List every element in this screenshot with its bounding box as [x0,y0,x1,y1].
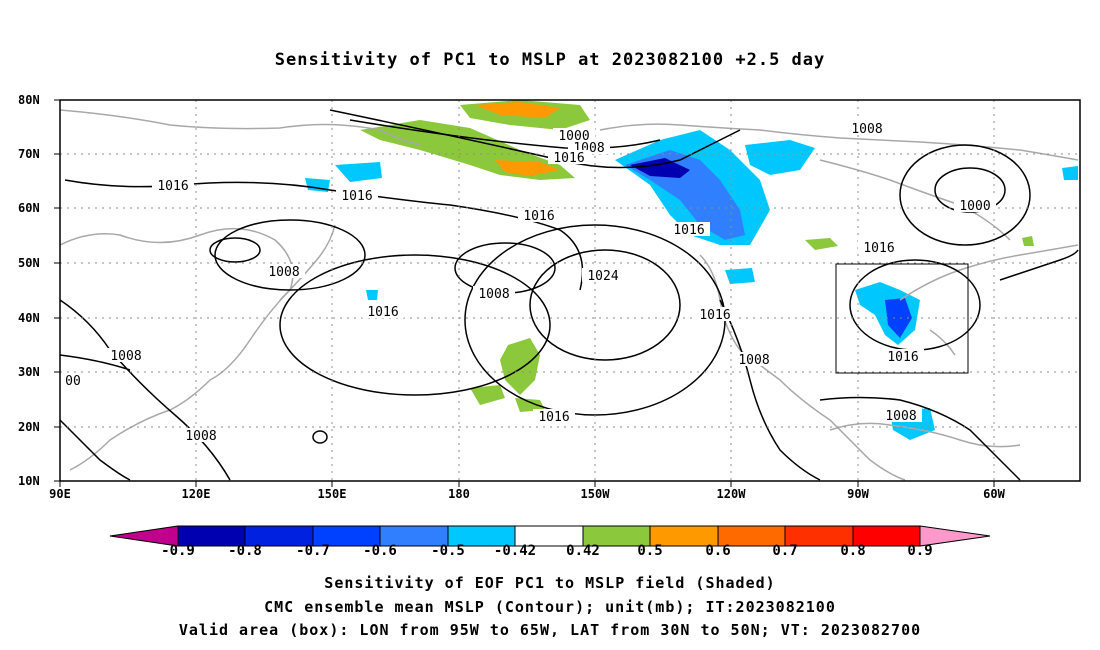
lon-label: 120E [181,487,211,501]
colorbar-label: 0.42 [566,543,600,559]
colorbar-label: 0.8 [840,543,866,559]
lat-label: 20N [18,420,40,434]
contour-label: 1016 [699,308,730,323]
lon-label: 120W [716,487,746,501]
contour-label: 1016 [367,305,398,320]
lon-label: 150W [580,487,610,501]
contour-label: 1008 [885,409,916,424]
negative-strong-alaska [630,158,690,178]
colorbar-label: -0.6 [363,543,397,559]
contour-label: 1008 [478,287,509,302]
contour-label: 1008 [110,349,141,364]
positive-region-pacific-3 [515,398,545,412]
positive-core-arctic-2 [495,160,560,176]
contour-label: 1016 [341,189,372,204]
negative-core-box [885,298,912,338]
sensitivity-shading [305,100,1078,440]
lon-label: 90W [847,487,869,501]
contour-label: 1016 [553,151,584,166]
map-title: Sensitivity of PC1 to MSLP at 2023082100… [274,50,826,70]
contour-label: 00 [65,374,81,389]
positive-region-pacific-2 [470,385,505,405]
colorbar-label: -0.7 [296,543,330,559]
lon-label: 60W [983,487,1005,501]
caption-valid-area: Valid area (box): LON from 95W to 65W, L… [178,621,922,639]
negative-small-2 [366,290,378,300]
positive-core-arctic [475,102,560,118]
negative-small-3 [1062,166,1078,180]
lon-label: 180 [448,487,470,501]
lon-label: 150E [317,487,347,501]
contour-label: 1016 [673,223,704,238]
axis-ticks [54,99,995,487]
lat-label: 10N [18,474,40,488]
colorbar-label: 0.9 [907,543,933,559]
positive-region-pacific [500,338,540,395]
colorbar-label: -0.5 [431,543,465,559]
contour-label: 1016 [538,410,569,425]
colorbar-label: -0.9 [161,543,195,559]
caption-contour: CMC ensemble mean MSLP (Contour); unit(m… [264,598,836,616]
negative-region-asia [335,162,382,182]
contour-label: 1016 [863,241,894,256]
colorbar [109,525,991,547]
contour-label: 1016 [887,350,918,365]
valid-area-box [835,263,969,374]
contour-label: 1016 [157,179,188,194]
colorbar-label: 0.5 [637,543,663,559]
positive-small-2 [1022,236,1034,246]
positive-small-1 [805,238,838,250]
colorbar-label: -0.42 [493,543,537,559]
colorbar-right-arrow [919,525,991,547]
contour-label: 1000 [959,199,990,214]
lat-label: 50N [18,256,40,270]
contour-label: 1008 [185,429,216,444]
colorbar-label: -0.8 [228,543,262,559]
contour-label: 1008 [268,265,299,280]
negative-small-1 [725,268,755,284]
caption-shading: Sensitivity of EOF PC1 to MSLP field (Sh… [324,574,776,592]
gridlines [60,100,1080,481]
lon-label: 90E [49,487,71,501]
lat-label: 80N [18,93,40,107]
lat-label: 30N [18,365,40,379]
colorbar-label: 0.7 [772,543,798,559]
contour-label: 1008 [851,122,882,137]
lat-label: 70N [18,147,40,161]
contour-labels: 1000 1008 1016 1016 1016 1016 1008 1016 … [62,121,996,444]
contour-label: 1008 [738,353,769,368]
lat-label: 40N [18,311,40,325]
map-frame [59,99,1081,482]
contour-label: 1024 [587,269,618,284]
lat-label: 60N [18,201,40,215]
contour-label: 1016 [523,209,554,224]
colorbar-label: 0.6 [705,543,731,559]
negative-region-canada [745,140,815,175]
